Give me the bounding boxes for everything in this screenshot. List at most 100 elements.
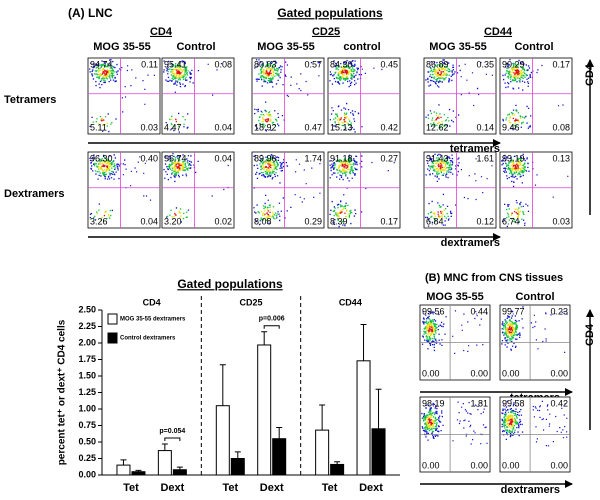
group-header: CD4 — [143, 297, 161, 307]
y-tick-label: 0.00 — [78, 469, 96, 479]
cell-dots — [508, 66, 523, 124]
y-axis-label: CD4 — [584, 63, 596, 86]
quadrant-value: 0.17 — [380, 216, 398, 226]
y-tick-label: 0.25 — [78, 453, 96, 463]
cell-dots — [336, 160, 351, 218]
cell-dots — [433, 66, 447, 125]
legend-label: Control dextramers — [120, 336, 176, 342]
cell-dots — [427, 326, 433, 333]
quadrant-value: 0.27 — [380, 153, 398, 163]
bar — [215, 405, 230, 476]
condition-label: MOG 35-55 — [429, 41, 486, 53]
cell-dots — [261, 67, 275, 126]
quadrant-value: 8.39 — [330, 216, 348, 226]
quadrant-value: 12.62 — [426, 122, 449, 132]
quadrant-value: 0.04 — [214, 122, 232, 132]
quadrant-value: 0.00 — [502, 368, 520, 378]
row-label: Tetramers — [4, 94, 56, 106]
quadrant-value: 1.74 — [304, 153, 322, 163]
quadrant-value: 6.74 — [502, 216, 520, 226]
p-bracket — [263, 325, 280, 329]
quadrant-value: 8.08 — [254, 216, 272, 226]
p-value: p=0.054 — [159, 428, 185, 435]
quadrant-value: 15.13 — [330, 122, 353, 132]
quadrant-value: 0.04 — [140, 216, 158, 226]
plot-frame — [423, 151, 497, 229]
cell-dots — [329, 59, 383, 133]
quadrant-value: 0.13 — [552, 153, 570, 163]
quadrant-value: 0.42 — [550, 398, 568, 408]
error-bar — [319, 404, 326, 431]
panel-a-title: Gated populations — [277, 6, 383, 20]
quadrant-value: 0.42 — [380, 122, 398, 132]
cell-dots — [432, 160, 447, 219]
bar — [315, 429, 330, 476]
cell-dots — [502, 410, 519, 434]
quadrant-value: 18.92 — [254, 122, 277, 132]
quadrant-value: 91.43 — [426, 153, 449, 163]
quadrant-value: 0.08 — [552, 122, 570, 132]
condition-label: Control — [515, 291, 554, 303]
x-axis-label: dextramers — [441, 237, 500, 249]
group-header: CD4 — [150, 26, 173, 38]
cell-dots — [171, 161, 185, 219]
quadrant-value: 1.61 — [476, 153, 494, 163]
y-tick-label: 1.25 — [78, 387, 96, 397]
quadrant-value: 0.00 — [550, 368, 568, 378]
quadrant-value: 96.30 — [90, 153, 113, 163]
quadrant-value: 5.11 — [90, 122, 107, 132]
cell-dots — [253, 154, 321, 226]
cell-dots — [501, 306, 568, 353]
legend-swatch — [107, 313, 118, 325]
bar — [116, 464, 131, 476]
quadrant-value: 0.03 — [140, 122, 158, 132]
bar — [157, 450, 172, 476]
row-label: Dextramers — [4, 188, 65, 200]
cell-dots — [167, 62, 189, 128]
cell-dots — [171, 66, 186, 125]
cell-dots — [421, 401, 488, 445]
y-tick-label: 2.00 — [78, 337, 96, 347]
quadrant-value: 4.47 — [164, 122, 182, 132]
error-bar — [276, 426, 283, 439]
x-tick-label: Dext — [359, 482, 383, 494]
bar — [330, 463, 345, 476]
quadrant-value: 0.14 — [476, 122, 494, 132]
quadrant-value: 89.96 — [254, 153, 277, 163]
y-tick-label: 0.75 — [78, 420, 96, 430]
plot-frame — [327, 57, 401, 135]
quadrant-value: 0.00 — [470, 460, 488, 470]
legend-label: MOG 35-55 dextramers — [120, 317, 186, 323]
cell-dots — [332, 157, 356, 223]
p-value: p=0.006 — [259, 316, 285, 323]
quadrant-value: 3.26 — [90, 216, 108, 226]
quadrant-value: 0.17 — [552, 59, 570, 69]
y-axis-label: percent tet⁺ or dext⁺ CD4 cells — [57, 319, 68, 465]
cell-dots — [336, 66, 352, 125]
x-tick-label: Dext — [160, 482, 184, 494]
quadrant-value: 91.18 — [330, 153, 353, 163]
cell-dots — [96, 160, 112, 219]
quadrant-value: 0.40 — [140, 153, 158, 163]
p-bracket — [164, 437, 181, 441]
quadrant-value: 99.77 — [502, 306, 525, 316]
bar — [371, 428, 386, 476]
y-tick-label: 2.25 — [78, 321, 96, 331]
cell-dots — [254, 59, 320, 132]
quadrant-value: 0.12 — [476, 216, 494, 226]
cell-dots — [166, 157, 190, 220]
cell-dots — [98, 67, 111, 126]
quadrant-value: 96.74 — [164, 153, 187, 163]
quadrant-value: 84.30 — [330, 59, 353, 69]
cell-dots — [512, 69, 520, 122]
quadrant-value: 6.84 — [426, 216, 444, 226]
error-bar — [219, 364, 226, 406]
y-tick-label: 2.50 — [78, 304, 96, 314]
error-bar — [375, 388, 382, 429]
y-tick-label: 1.50 — [78, 370, 96, 380]
cell-dots — [93, 156, 116, 222]
cell-dots — [425, 322, 436, 337]
cell-dots — [257, 156, 279, 222]
bar — [131, 471, 146, 476]
